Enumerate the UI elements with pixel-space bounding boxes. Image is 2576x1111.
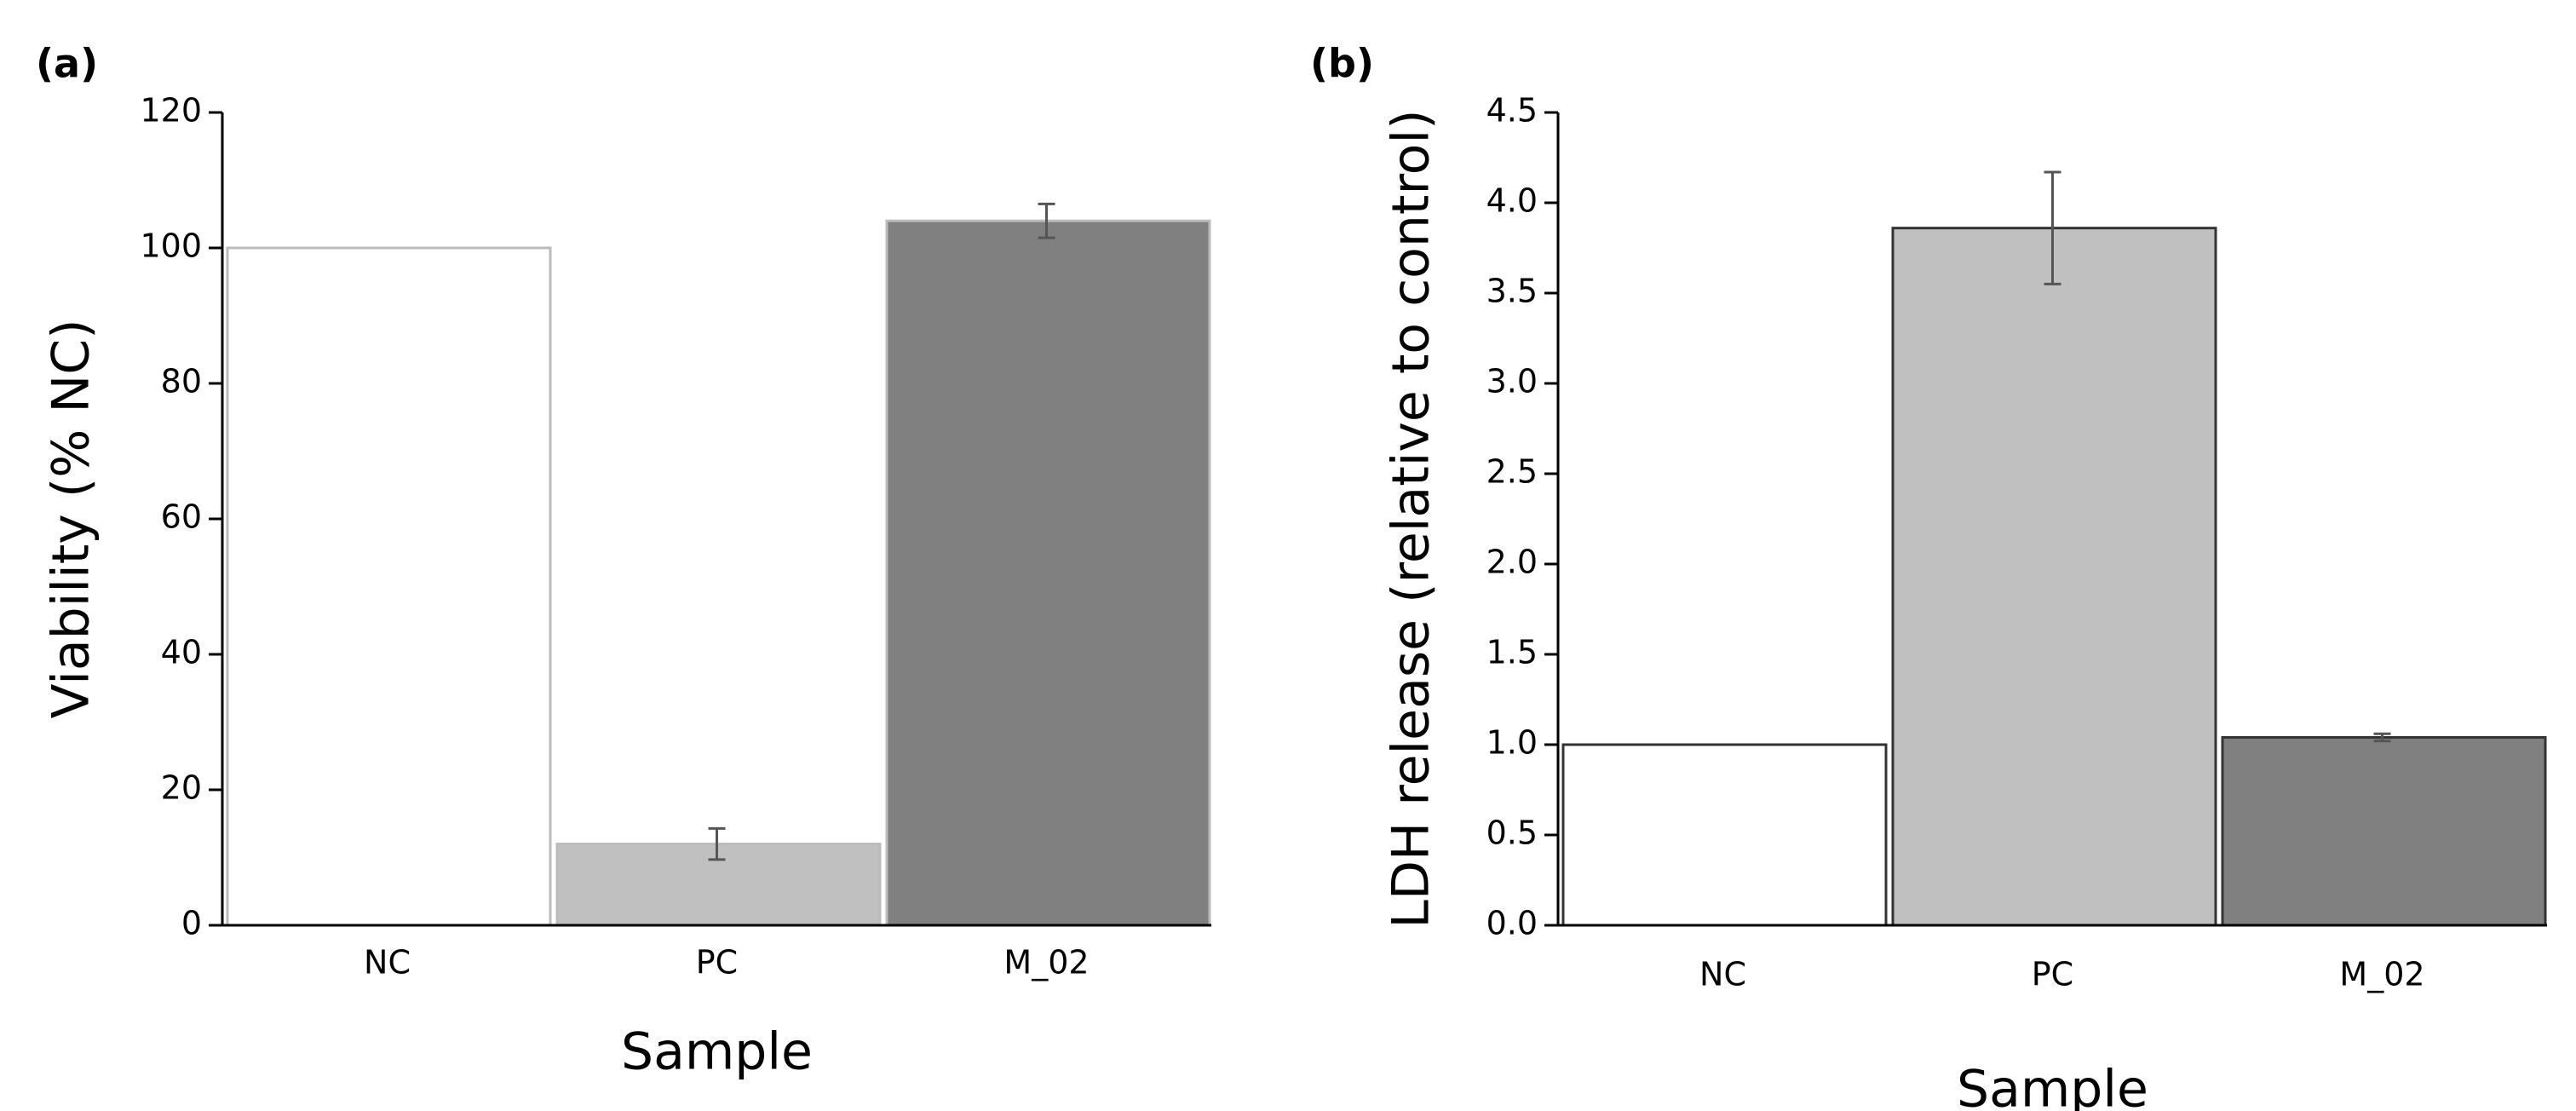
x-tick-label: NC bbox=[1699, 956, 1746, 993]
y-tick-label: 40 bbox=[161, 634, 202, 671]
x-tick-label: M_02 bbox=[2339, 956, 2424, 993]
y-tick-label: 100 bbox=[140, 227, 202, 265]
x-tick-label: NC bbox=[364, 944, 411, 981]
panel-label: (b) bbox=[1310, 41, 1374, 87]
y-tick-label: 4.0 bbox=[1486, 182, 1538, 220]
y-tick-label: 3.0 bbox=[1486, 363, 1538, 400]
y-tick-label: 60 bbox=[161, 498, 202, 536]
y-tick-label: 4.5 bbox=[1486, 92, 1538, 130]
bar bbox=[226, 246, 552, 927]
x-tick-label: M_02 bbox=[1003, 944, 1089, 981]
y-tick-label: 0.0 bbox=[1486, 905, 1538, 942]
bar bbox=[2221, 736, 2547, 927]
y-tick-label: 2.0 bbox=[1486, 544, 1538, 581]
y-tick-label: 120 bbox=[140, 92, 202, 130]
panel-label: (a) bbox=[36, 41, 98, 87]
y-tick-label: 0.5 bbox=[1486, 815, 1538, 852]
x-tick-label: PC bbox=[2032, 956, 2073, 993]
error-bar bbox=[2373, 732, 2391, 743]
y-tick-label: 0 bbox=[181, 905, 202, 942]
error-bar bbox=[708, 826, 726, 861]
bar bbox=[1891, 227, 2217, 927]
y-tick-label: 80 bbox=[161, 363, 202, 400]
bar bbox=[555, 843, 882, 927]
y-tick-label: 2.5 bbox=[1486, 453, 1538, 491]
bar bbox=[1561, 743, 1888, 927]
y-tick-label: 20 bbox=[161, 769, 202, 807]
error-bar bbox=[1038, 202, 1055, 239]
y-tick-label: 1.5 bbox=[1486, 634, 1538, 671]
y-axis-title: LDH release (relative to control) bbox=[1382, 109, 1441, 928]
x-axis-title: Sample bbox=[621, 1022, 813, 1082]
x-axis-title: Sample bbox=[1957, 1060, 2148, 1111]
y-axis-title: Viability (% NC) bbox=[42, 319, 101, 718]
y-tick-label: 3.5 bbox=[1486, 273, 1538, 310]
x-tick-label: PC bbox=[696, 944, 738, 981]
bar bbox=[885, 219, 1211, 927]
error-bar bbox=[2044, 170, 2061, 285]
y-tick-label: 1.0 bbox=[1486, 724, 1538, 762]
